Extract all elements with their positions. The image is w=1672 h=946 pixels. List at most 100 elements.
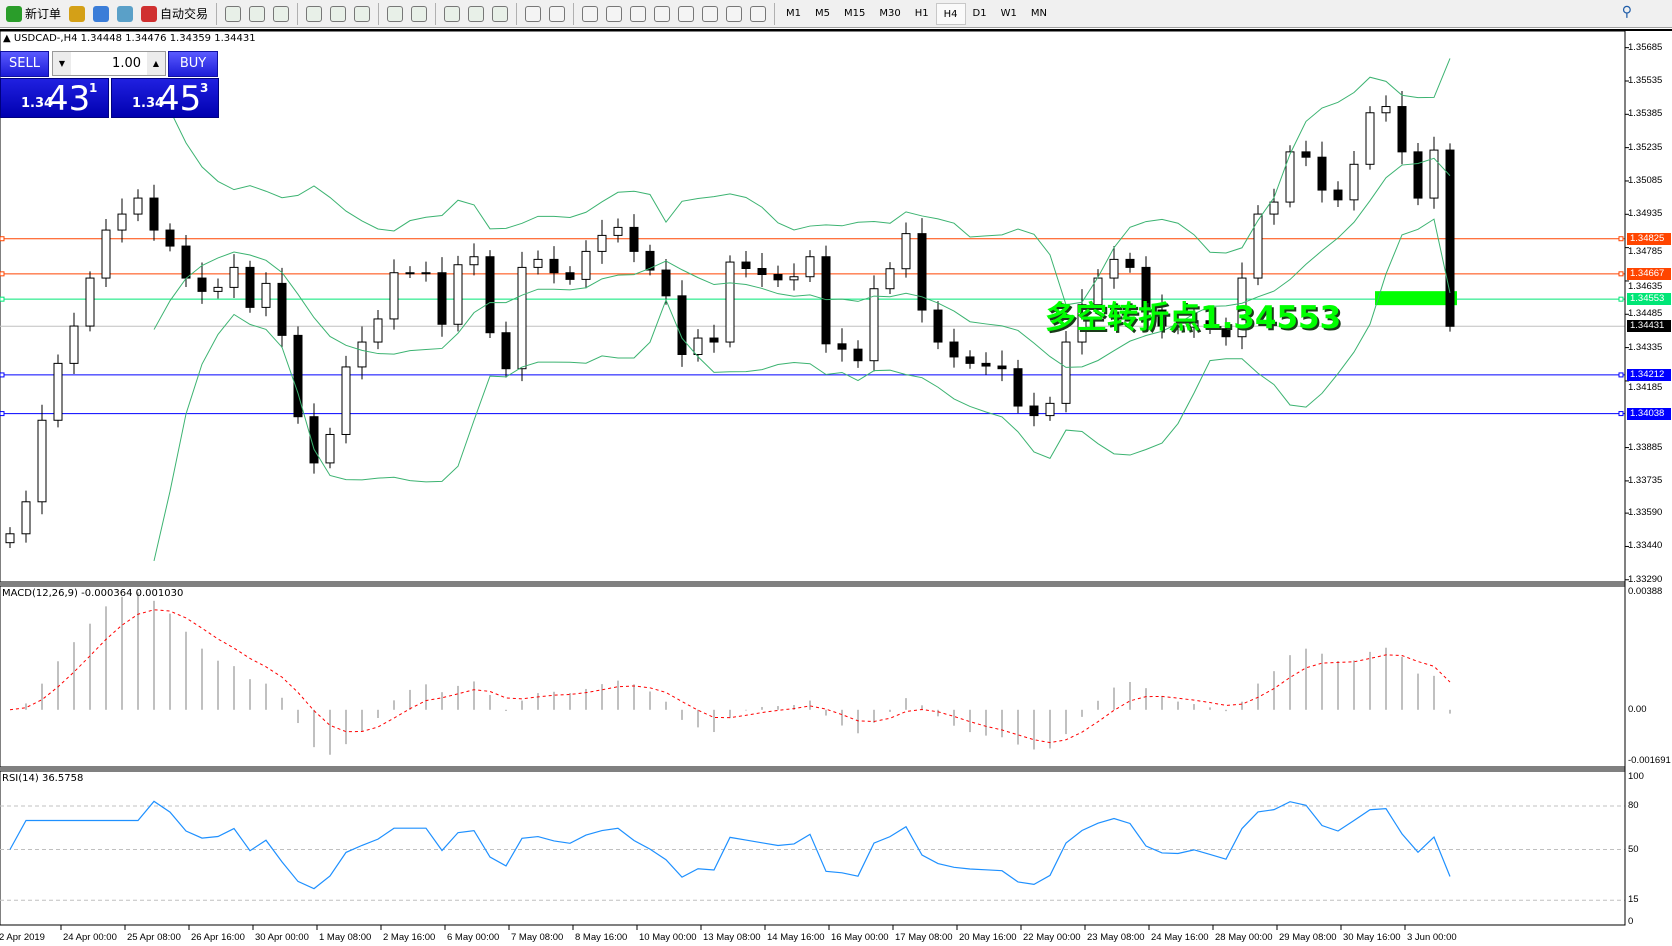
toolbar-separator (297, 2, 299, 25)
tile-windows-button[interactable] (350, 3, 374, 25)
auto-trading-icon (141, 5, 158, 22)
fibonacci-button[interactable] (674, 3, 698, 25)
candle-body (213, 286, 223, 292)
candle-body (1333, 189, 1343, 201)
candle-body (901, 233, 911, 270)
level-handle (1618, 372, 1624, 378)
buy-price-pips: 45 (158, 79, 202, 119)
time-tick-label: 16 May 00:00 (831, 932, 889, 943)
equidistant-channel-button[interactable] (650, 3, 674, 25)
bar-chart-button[interactable] (221, 3, 245, 25)
history-center-icon (69, 5, 86, 22)
candlestick-button[interactable] (245, 3, 269, 25)
candle-body (309, 416, 319, 464)
candle-body (1285, 151, 1295, 203)
sell-button[interactable]: SELL (0, 51, 49, 77)
buy-price[interactable]: 1.34 45 3 (111, 78, 219, 119)
candle-body (485, 256, 495, 334)
timeframe-mn[interactable]: MN (1030, 7, 1047, 19)
decrease-lots-button[interactable]: ▼ (53, 52, 71, 75)
time-tick-label: 7 May 08:00 (511, 932, 564, 943)
horizontal-line-button[interactable] (602, 3, 626, 25)
chart-shift-button[interactable] (383, 3, 407, 25)
time-tick-label: 29 May 08:00 (1279, 932, 1337, 943)
text-label-icon (726, 5, 743, 22)
crosshair-button[interactable] (545, 3, 569, 25)
candle-body (805, 256, 815, 278)
chart-header: ▲ USDCAD-,H4 1.34448 1.34476 1.34359 1.3… (3, 33, 256, 44)
vertical-line-button[interactable] (578, 3, 602, 25)
toolbar-button-signals[interactable] (113, 3, 137, 25)
new-order-icon (6, 5, 22, 22)
trendline-icon (630, 5, 647, 22)
timeframe-w1[interactable]: W1 (1000, 7, 1017, 19)
candle-body (357, 341, 367, 368)
lot-size-stepper[interactable]: ▼ 1.00 ▲ (52, 51, 166, 76)
text-button[interactable] (698, 3, 722, 25)
candle-body (469, 256, 479, 266)
timeframe-m30[interactable]: M30 (879, 7, 901, 19)
time-tick-label: 3 Jun 00:00 (1407, 932, 1457, 943)
timeframe-h4[interactable]: H4 (935, 2, 966, 25)
toolbar-button-auto-trading[interactable]: 自动交易 (137, 3, 212, 25)
templates-button[interactable] (488, 3, 512, 25)
search-icon[interactable]: ⚲ (1621, 4, 1632, 20)
trendline-button[interactable] (626, 3, 650, 25)
toolbar-button-history-center[interactable] (65, 3, 89, 25)
arrows-button[interactable] (746, 3, 770, 25)
level-handle (0, 411, 5, 417)
candle-body (629, 226, 639, 252)
new-order-label: 新订单 (25, 7, 62, 21)
sell-price[interactable]: 1.34 43 1 (0, 78, 109, 119)
time-tick-label: 22 May 00:00 (1023, 932, 1081, 943)
candle-body (581, 250, 591, 280)
candle-body (149, 197, 159, 231)
candle-body (565, 272, 575, 280)
time-tick-label: 2 May 16:00 (383, 932, 436, 943)
timeframe-m5[interactable]: M5 (815, 7, 831, 19)
zoom-out-button[interactable] (326, 3, 350, 25)
chart-window (0, 29, 1672, 946)
price-level-tag: 1.34212 (1627, 368, 1671, 381)
price-tick-label: 1.34635 (1628, 280, 1663, 292)
candle-body (757, 268, 767, 276)
candle-body (645, 250, 655, 271)
increase-lots-button[interactable]: ▲ (147, 52, 165, 75)
line-chart-button[interactable] (269, 3, 293, 25)
candle-body (1173, 325, 1183, 328)
timeframe-m1[interactable]: M1 (786, 7, 802, 19)
periods-button[interactable] (464, 3, 488, 25)
price-level-tag: 1.34667 (1627, 267, 1671, 280)
candle-body (1253, 213, 1263, 279)
pivot-annotation[interactable]: 多空转折点1.34553 (1045, 300, 1342, 336)
cursor-button[interactable] (521, 3, 545, 25)
price-tick-label: 1.35085 (1628, 174, 1663, 186)
toolbar-button-market-watch[interactable] (89, 3, 113, 25)
candle-body (1381, 106, 1391, 114)
collapse-arrow-icon[interactable]: ▲ (3, 33, 11, 44)
price-tick-label: 1.35385 (1628, 108, 1663, 120)
toolbar-button-new-order[interactable]: 新订单 (2, 3, 65, 25)
lot-size-input[interactable]: 1.00 (112, 56, 141, 71)
timeframe-d1[interactable]: D1 (972, 7, 987, 19)
toolbar-separator (774, 2, 776, 25)
price-tick-label: 1.33590 (1628, 507, 1663, 519)
bollinger-middle (153, 157, 1451, 368)
chart-shift-icon (387, 5, 404, 22)
candle-body (869, 288, 879, 362)
indicators-button[interactable] (440, 3, 464, 25)
level-handle (1618, 271, 1624, 277)
toolbar-separator (216, 2, 218, 25)
timeframe-m15[interactable]: M15 (844, 7, 866, 19)
zoom-in-button[interactable] (302, 3, 326, 25)
candle-body (773, 274, 783, 281)
macd-tick-label: 0.00388 (1628, 585, 1663, 597)
candle-body (1349, 163, 1359, 201)
candle-body (245, 266, 255, 308)
autoscroll-button[interactable] (407, 3, 431, 25)
text-label-button[interactable] (722, 3, 746, 25)
timeframe-h1[interactable]: H1 (914, 7, 929, 19)
buy-button[interactable]: BUY (168, 51, 218, 77)
pane-border (0, 770, 1626, 926)
